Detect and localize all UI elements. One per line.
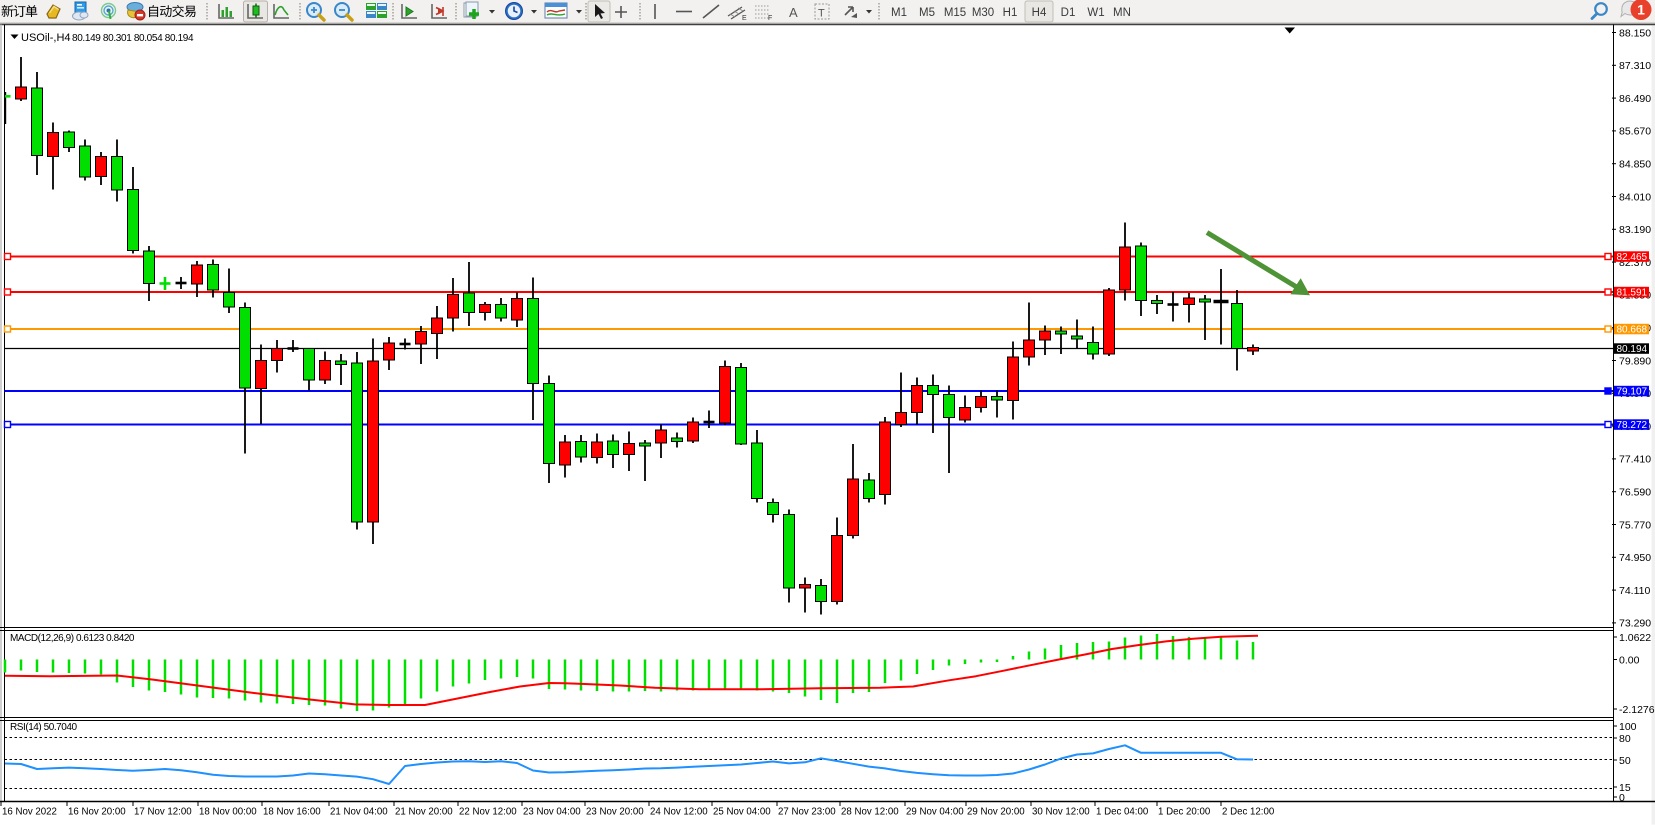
svg-text:25 Nov 04:00: 25 Nov 04:00 xyxy=(713,807,771,818)
svg-text:100: 100 xyxy=(1619,721,1637,733)
svg-text:18 Nov 00:00: 18 Nov 00:00 xyxy=(199,807,257,818)
svg-text:1 Dec 20:00: 1 Dec 20:00 xyxy=(1158,807,1211,818)
svg-text:75.770: 75.770 xyxy=(1619,519,1651,531)
svg-text:0.00: 0.00 xyxy=(1619,654,1640,666)
svg-text:D1: D1 xyxy=(1061,7,1076,19)
svg-text:H4: H4 xyxy=(1032,7,1047,19)
svg-text:17 Nov 12:00: 17 Nov 12:00 xyxy=(134,807,192,818)
svg-text:USOil-,H4: USOil-,H4 xyxy=(21,32,71,44)
svg-text:30 Nov 12:00: 30 Nov 12:00 xyxy=(1032,807,1090,818)
svg-text:H1: H1 xyxy=(1003,7,1018,19)
svg-text:2 Dec 12:00: 2 Dec 12:00 xyxy=(1222,807,1275,818)
svg-text:M30: M30 xyxy=(972,7,994,19)
svg-text:21 Nov 20:00: 21 Nov 20:00 xyxy=(395,807,453,818)
svg-text:50: 50 xyxy=(1619,755,1631,767)
svg-text:M15: M15 xyxy=(944,7,966,19)
svg-text:21 Nov 04:00: 21 Nov 04:00 xyxy=(330,807,388,818)
svg-text:MACD(12,26,9) 0.6123 0.8420: MACD(12,26,9) 0.6123 0.8420 xyxy=(10,633,135,644)
svg-text:1.0622: 1.0622 xyxy=(1619,632,1651,644)
svg-text:MN: MN xyxy=(1113,7,1131,19)
svg-text:24 Nov 12:00: 24 Nov 12:00 xyxy=(650,807,708,818)
svg-text:A: A xyxy=(789,5,798,20)
svg-text:F: F xyxy=(768,15,772,22)
svg-text:80.668: 80.668 xyxy=(1617,325,1648,336)
svg-text:79.890: 79.890 xyxy=(1619,355,1651,367)
svg-text:83.190: 83.190 xyxy=(1619,224,1651,236)
svg-text:85.670: 85.670 xyxy=(1619,126,1651,138)
svg-text:74.110: 74.110 xyxy=(1619,585,1650,597)
svg-text:W1: W1 xyxy=(1087,7,1104,19)
svg-text:82.465: 82.465 xyxy=(1617,252,1648,263)
svg-text:16 Nov 20:00: 16 Nov 20:00 xyxy=(68,807,126,818)
svg-text:77.410: 77.410 xyxy=(1619,454,1651,466)
svg-text:78.272: 78.272 xyxy=(1617,420,1648,431)
svg-text:1: 1 xyxy=(1637,2,1645,18)
svg-text:E: E xyxy=(742,15,747,22)
svg-text:22 Nov 12:00: 22 Nov 12:00 xyxy=(459,807,517,818)
svg-text:15: 15 xyxy=(1619,782,1631,794)
svg-text:23 Nov 20:00: 23 Nov 20:00 xyxy=(586,807,644,818)
svg-text:84.850: 84.850 xyxy=(1619,159,1651,171)
svg-text:M5: M5 xyxy=(919,7,935,19)
svg-text:88.150: 88.150 xyxy=(1619,27,1651,39)
svg-text:RSI(14) 50.7040: RSI(14) 50.7040 xyxy=(10,722,78,733)
svg-text:87.310: 87.310 xyxy=(1619,60,1651,72)
svg-text:0: 0 xyxy=(1619,792,1625,804)
svg-text:73.290: 73.290 xyxy=(1619,618,1651,630)
svg-text:80.149 80.301 80.054 80.194: 80.149 80.301 80.054 80.194 xyxy=(72,33,194,44)
svg-text:86.490: 86.490 xyxy=(1619,93,1651,105)
svg-text:27 Nov 23:00: 27 Nov 23:00 xyxy=(778,807,836,818)
svg-text:23 Nov 04:00: 23 Nov 04:00 xyxy=(523,807,581,818)
svg-text:84.010: 84.010 xyxy=(1619,191,1651,203)
svg-text:80: 80 xyxy=(1619,733,1631,745)
svg-text:18 Nov 16:00: 18 Nov 16:00 xyxy=(263,807,321,818)
svg-text:29 Nov 04:00: 29 Nov 04:00 xyxy=(906,807,964,818)
svg-text:-2.1276: -2.1276 xyxy=(1619,704,1655,716)
svg-text:T: T xyxy=(818,8,825,20)
svg-text:1 Dec 04:00: 1 Dec 04:00 xyxy=(1096,807,1149,818)
svg-text:74.950: 74.950 xyxy=(1619,552,1651,564)
svg-text:81.591: 81.591 xyxy=(1617,288,1648,299)
svg-text:79.107: 79.107 xyxy=(1617,387,1648,398)
svg-text:M1: M1 xyxy=(891,7,907,19)
svg-text:28 Nov 12:00: 28 Nov 12:00 xyxy=(841,807,899,818)
svg-text:29 Nov 20:00: 29 Nov 20:00 xyxy=(967,807,1025,818)
svg-text:16 Nov 2022: 16 Nov 2022 xyxy=(2,807,57,818)
svg-text:80.194: 80.194 xyxy=(1617,344,1648,355)
svg-text:76.590: 76.590 xyxy=(1619,487,1651,499)
